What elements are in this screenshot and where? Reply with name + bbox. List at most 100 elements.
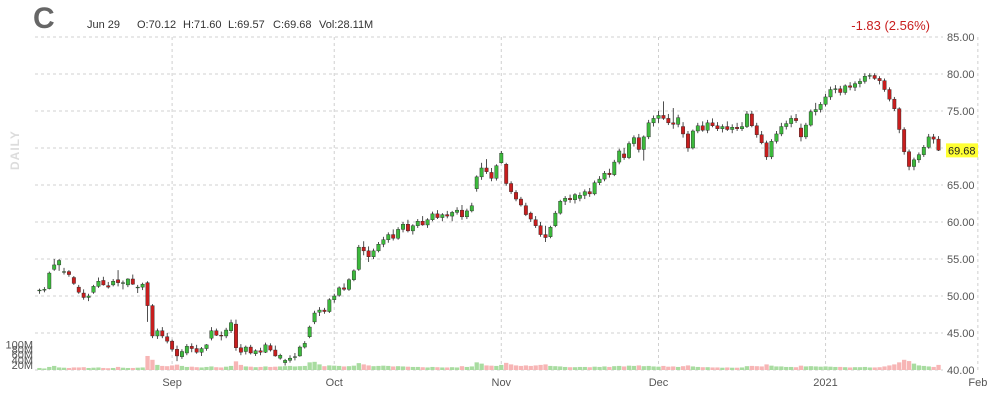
candle xyxy=(818,102,823,113)
candle xyxy=(636,133,641,153)
candle xyxy=(376,241,381,253)
candle-body xyxy=(440,214,445,218)
volume-bar xyxy=(680,366,686,370)
volume-bar xyxy=(292,366,298,370)
candle-body xyxy=(273,349,278,357)
ohlc-high: H:71.60 xyxy=(183,19,222,31)
volume-bar xyxy=(179,365,185,370)
candle xyxy=(808,109,813,127)
volume-bar xyxy=(931,366,936,370)
candle-body xyxy=(519,198,523,206)
volume-bar xyxy=(803,366,809,370)
candle xyxy=(381,236,386,248)
candle-body xyxy=(651,118,656,124)
candle-body xyxy=(327,299,332,312)
volume-bar xyxy=(626,365,632,370)
candle-body xyxy=(396,229,401,239)
candle xyxy=(710,118,715,128)
volume-bar xyxy=(204,366,209,370)
candle-body xyxy=(455,209,459,213)
candle xyxy=(720,124,725,133)
volume-bar xyxy=(140,367,145,370)
candle-body xyxy=(351,270,356,280)
candle-body xyxy=(671,122,676,125)
candle xyxy=(479,162,484,180)
candle xyxy=(415,219,420,228)
candle-body xyxy=(297,346,302,357)
volume-bar xyxy=(887,365,892,370)
candle xyxy=(460,204,464,220)
volume-bar xyxy=(302,365,307,370)
candle-body xyxy=(759,134,764,144)
candle xyxy=(67,270,71,277)
candle-body xyxy=(401,224,405,230)
candle-body xyxy=(150,305,155,337)
volume-bar xyxy=(165,366,170,370)
candle-body xyxy=(720,126,725,129)
candle xyxy=(612,159,617,177)
candle-body xyxy=(902,129,907,152)
candle-body xyxy=(278,355,283,359)
volume-bar xyxy=(612,366,617,370)
candle-body xyxy=(469,205,474,212)
candle xyxy=(779,122,784,137)
candle xyxy=(391,229,396,241)
volume-bar xyxy=(582,366,587,370)
volume-bar xyxy=(631,365,637,370)
volume-bar xyxy=(818,366,823,370)
volume-bar xyxy=(248,366,253,370)
volume-bar xyxy=(504,362,509,370)
candle-body xyxy=(774,133,779,142)
candle-body xyxy=(283,360,288,363)
candle-body xyxy=(145,282,150,306)
ohlc-close: C:69.68 xyxy=(273,19,312,31)
candle-body xyxy=(184,346,189,354)
volume-bar xyxy=(130,367,135,370)
price-axis: 85.0080.0075.0070.0065.0060.0055.0050.00… xyxy=(947,32,975,377)
candle-body xyxy=(509,183,514,192)
candle-body xyxy=(263,344,268,353)
candle xyxy=(813,102,818,116)
candle xyxy=(774,130,779,144)
volume-bar xyxy=(278,366,283,370)
candle-body xyxy=(587,191,592,195)
candle xyxy=(238,344,243,356)
volume-bar xyxy=(720,367,725,370)
candle xyxy=(474,175,479,192)
volume-bar xyxy=(312,361,317,370)
volume-bar xyxy=(233,361,239,370)
ohlc-date: Jun 29 xyxy=(87,19,121,31)
volume-bar xyxy=(120,367,126,370)
date-tick-label: Dec xyxy=(649,377,669,389)
candle xyxy=(455,207,459,215)
volume-bar xyxy=(341,366,347,370)
volume-bar xyxy=(56,367,62,370)
candle xyxy=(101,276,106,286)
volume-bar xyxy=(445,367,450,370)
candle xyxy=(740,122,744,131)
candle xyxy=(302,341,307,349)
candle xyxy=(494,164,499,181)
candle xyxy=(440,213,445,222)
price-tick-label: 75.00 xyxy=(947,106,975,118)
candle-body xyxy=(499,152,504,163)
candle-body xyxy=(823,96,828,105)
candle-body xyxy=(111,281,116,286)
candle xyxy=(892,96,897,111)
candle xyxy=(165,333,170,344)
volume-bar xyxy=(400,366,406,370)
candle xyxy=(62,267,66,275)
candle xyxy=(420,216,425,226)
candle-body xyxy=(165,336,170,342)
volume-bar xyxy=(734,367,740,370)
candle xyxy=(116,270,120,287)
volume-bar xyxy=(219,367,224,370)
volume-bar xyxy=(489,365,494,370)
candle xyxy=(533,216,538,228)
candle xyxy=(597,176,602,185)
candle xyxy=(121,280,125,290)
candle xyxy=(406,219,410,233)
volume-bar xyxy=(705,367,710,370)
volume-bar xyxy=(916,365,922,370)
date-tick-label: 2021 xyxy=(813,377,837,389)
